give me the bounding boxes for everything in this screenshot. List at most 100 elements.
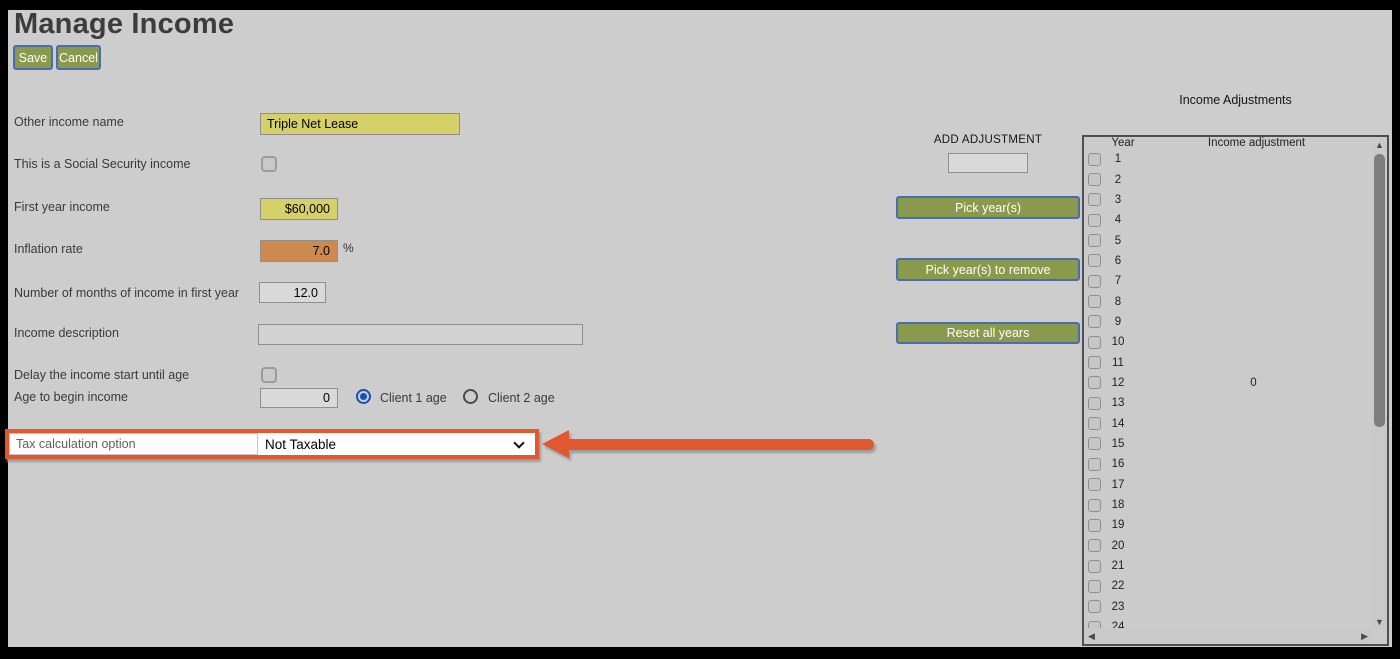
row-year: 21 (1111, 560, 1125, 573)
income-adjustments-title: Income Adjustments (1179, 93, 1292, 107)
vertical-scrollbar-thumb[interactable] (1374, 154, 1385, 427)
adjustment-row: 16 (1084, 454, 1372, 474)
first-year-income-input[interactable]: $60,000 (260, 198, 338, 220)
adjustment-row: 8 (1084, 291, 1372, 311)
tax-option-highlight-box: Tax calculation option Not Taxable (5, 429, 539, 459)
save-button[interactable]: Save (13, 45, 53, 70)
row-adjustment-value: 0 (1250, 376, 1257, 389)
row-checkbox[interactable] (1088, 600, 1101, 614)
row-year: 8 (1114, 295, 1122, 308)
row-checkbox[interactable] (1088, 315, 1101, 329)
row-checkbox[interactable] (1088, 376, 1101, 390)
row-year: 5 (1114, 234, 1122, 247)
adjustment-row: 11 (1084, 352, 1372, 372)
row-checkbox[interactable] (1088, 559, 1101, 573)
scroll-left-icon[interactable]: ◀ (1088, 631, 1095, 641)
row-checkbox[interactable] (1088, 356, 1101, 370)
months-in-first-year-input[interactable]: 12.0 (259, 282, 326, 303)
adjustment-row: 1 (1084, 149, 1372, 169)
client-2-age-radio[interactable] (463, 389, 478, 404)
adjustment-row: 9 (1084, 312, 1372, 332)
age-to-begin-input[interactable]: 0 (260, 388, 338, 408)
income-description-label: Income description (14, 326, 119, 340)
income-adjustment-column-header: Income adjustment (1207, 137, 1306, 149)
scroll-down-icon[interactable]: ▼ (1375, 617, 1384, 627)
client-1-age-radio-label[interactable]: Client 1 age (380, 391, 447, 405)
row-year: 2 (1114, 173, 1122, 186)
adjustment-row: 15 (1084, 434, 1372, 454)
row-checkbox[interactable] (1088, 539, 1101, 553)
add-adjustment-input[interactable] (948, 153, 1028, 173)
row-year: 7 (1114, 275, 1122, 288)
income-description-input[interactable] (258, 324, 583, 345)
row-year: 17 (1111, 478, 1125, 491)
row-year: 13 (1111, 397, 1125, 410)
tax-option-selected-value: Not Taxable (265, 436, 337, 452)
adjustment-row: 12 0 (1084, 373, 1372, 393)
row-checkbox[interactable] (1088, 498, 1101, 512)
row-checkbox[interactable] (1088, 295, 1101, 309)
horizontal-scrollbar[interactable]: ◀ ▶ (1084, 628, 1372, 644)
income-adjustments-panel: Year Income adjustment 1 2 3 4 5 6 7 8 9 10 11 12 0 1… (1082, 135, 1389, 646)
row-year: 11 (1112, 356, 1124, 369)
row-checkbox[interactable] (1088, 152, 1101, 166)
chevron-down-icon (513, 437, 525, 449)
row-checkbox[interactable] (1088, 173, 1101, 187)
vertical-scrollbar[interactable]: ▲ ▼ (1372, 137, 1387, 630)
row-year: 3 (1114, 193, 1122, 206)
row-checkbox[interactable] (1088, 478, 1101, 492)
row-checkbox[interactable] (1088, 335, 1101, 349)
months-in-first-year-label: Number of months of income in first year (14, 286, 240, 300)
row-checkbox[interactable] (1088, 396, 1101, 410)
first-year-income-label: First year income (14, 200, 110, 214)
row-checkbox[interactable] (1088, 213, 1101, 227)
tax-option-select[interactable]: Not Taxable (258, 433, 535, 455)
row-year: 22 (1111, 580, 1125, 593)
cancel-button[interactable]: Cancel (56, 45, 101, 70)
row-year: 16 (1111, 458, 1125, 471)
adjustments-header-row: Year Income adjustment (1084, 137, 1371, 151)
adjustment-row: 10 (1084, 332, 1372, 352)
adjustment-row: 2 (1084, 169, 1372, 189)
row-checkbox[interactable] (1088, 437, 1101, 451)
adjustment-row: 17 (1084, 475, 1372, 495)
pick-years-button[interactable]: Pick year(s) (896, 196, 1080, 219)
row-year: 6 (1114, 254, 1122, 267)
inflation-rate-input[interactable]: 7.0 (260, 240, 338, 262)
other-income-name-input[interactable]: Triple Net Lease (260, 113, 460, 135)
adjustment-row: 3 (1084, 190, 1372, 210)
scroll-up-icon[interactable]: ▲ (1375, 140, 1384, 150)
pick-years-to-remove-button[interactable]: Pick year(s) to remove (896, 258, 1080, 281)
adjustment-row: 7 (1084, 271, 1372, 291)
row-year: 4 (1114, 214, 1122, 227)
row-year: 10 (1111, 336, 1125, 349)
reset-all-years-button[interactable]: Reset all years (896, 322, 1080, 344)
adjustment-row: 13 (1084, 393, 1372, 413)
delay-start-checkbox[interactable] (261, 367, 277, 383)
adjustment-row: 22 (1084, 576, 1372, 596)
row-checkbox[interactable] (1088, 620, 1101, 629)
row-checkbox[interactable] (1088, 579, 1101, 593)
row-year: 23 (1111, 600, 1125, 613)
social-security-label: This is a Social Security income (14, 157, 191, 171)
adjustment-row: 21 (1084, 556, 1372, 576)
year-column-header: Year (1111, 137, 1135, 149)
scroll-right-icon[interactable]: ▶ (1361, 631, 1368, 641)
social-security-checkbox[interactable] (261, 156, 277, 172)
client-1-age-radio[interactable] (356, 389, 371, 404)
row-checkbox[interactable] (1088, 193, 1101, 207)
row-checkbox[interactable] (1088, 274, 1101, 288)
row-checkbox[interactable] (1088, 518, 1101, 532)
other-income-name-label: Other income name (14, 115, 124, 129)
add-adjustment-heading: ADD ADJUSTMENT (933, 134, 1043, 146)
adjustment-row: 19 (1084, 515, 1372, 535)
row-checkbox[interactable] (1088, 457, 1101, 471)
row-year: 14 (1111, 417, 1125, 430)
row-checkbox[interactable] (1088, 234, 1101, 248)
client-2-age-radio-label[interactable]: Client 2 age (488, 391, 555, 405)
delay-start-label: Delay the income start until age (14, 368, 190, 382)
row-year: 20 (1111, 539, 1125, 552)
row-year: 1 (1114, 153, 1122, 166)
row-checkbox[interactable] (1088, 417, 1101, 431)
row-checkbox[interactable] (1088, 254, 1101, 268)
